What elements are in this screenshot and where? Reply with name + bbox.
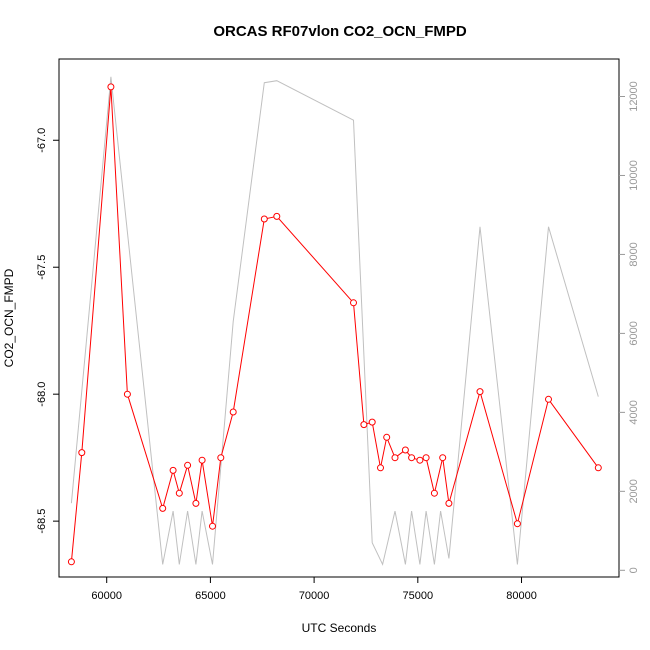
plot-area-frame [58,58,620,578]
data-point [350,299,357,307]
y-axis-right: 0 2000 4000 6000 8000 10000 12000 [619,81,640,573]
data-point [476,388,484,396]
data-point [445,499,453,507]
data-point [169,466,177,474]
data-point [391,454,399,462]
data-point [217,454,225,462]
data-point [67,558,75,566]
data-point [159,504,167,512]
data-point [360,421,368,429]
data-point [368,418,376,426]
y-tick-label: -68.5 [36,509,48,534]
y-axis-left: -67.0 -67.5 -68.0 -68.5 [36,128,59,534]
data-point [401,446,409,454]
y-axis-label: CO2_OCN_FMPD [2,268,16,367]
y2-tick-label: 10000 [628,160,640,191]
y-tick-label: -67.5 [36,255,48,280]
y2-tick-label: 4000 [628,400,640,424]
x-tick-label: 65000 [195,590,226,602]
x-tick-label: 75000 [403,590,434,602]
x-axis: 60000 65000 70000 75000 80000 [91,577,537,602]
y2-tick-label: 8000 [628,242,640,266]
y2-tick-label: 2000 [628,479,640,503]
data-point [439,454,447,462]
x-axis-label: UTC Seconds [302,621,377,635]
chart-title: ORCAS RF07vlon CO2_OCN_FMPD [213,23,467,40]
data-point [229,408,237,416]
data-point [513,520,521,528]
y2-tick-label: 6000 [628,321,640,345]
data-point [383,433,391,441]
data-point [422,454,430,462]
data-point [408,454,416,462]
data-point [545,395,552,403]
data-point [273,212,281,220]
x-tick-label: 60000 [91,590,122,602]
x-tick-label: 70000 [299,590,330,602]
x-tick-label: 80000 [506,590,537,602]
data-point [198,456,206,464]
data-point [123,390,131,398]
data-point [175,489,183,497]
data-point [107,83,115,91]
data-point [260,215,268,223]
series-red-polyline [70,86,599,562]
data-point [430,489,438,497]
y-tick-label: -67.0 [36,128,48,153]
data-point [184,461,192,469]
y2-tick-label: 12000 [628,81,640,112]
data-point [192,499,200,507]
data-point [209,522,216,530]
data-point [377,464,384,472]
data-point [594,464,602,472]
y2-tick-label: 0 [628,567,640,573]
data-point [416,456,424,464]
series-red-line [67,83,602,566]
series-grey-polyline [70,76,599,566]
series-grey-line [70,76,599,566]
y-tick-label: -68.0 [36,382,48,407]
data-point [78,449,86,457]
